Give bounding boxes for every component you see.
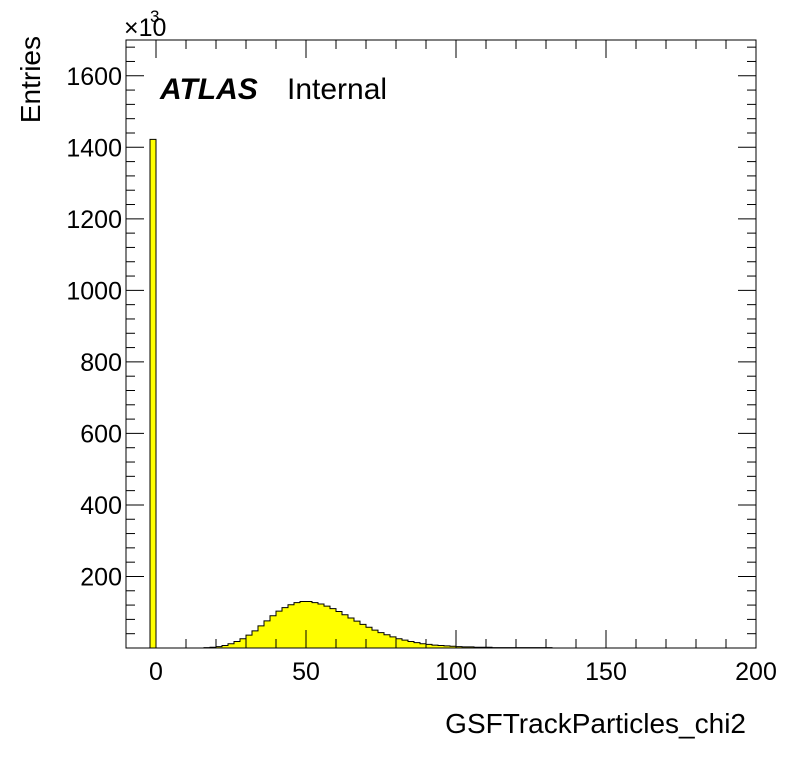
histogram-bars xyxy=(149,138,558,649)
x-tick-labels: 0 50 100 150 200 xyxy=(149,658,777,686)
histogram-bar xyxy=(402,640,408,648)
histogram-bar xyxy=(330,608,336,648)
x-tick-label: 150 xyxy=(585,658,627,686)
y-tick-label: 1000 xyxy=(66,277,122,305)
histogram-bar xyxy=(468,646,474,648)
histogram-bar xyxy=(414,642,420,648)
x-tick-label: 50 xyxy=(292,658,320,686)
internal-label: Internal xyxy=(287,73,387,106)
histogram-bar xyxy=(312,602,318,648)
x-tick-label: 200 xyxy=(735,658,777,686)
y-tick-label: 1400 xyxy=(66,134,122,162)
y-tick-label: 400 xyxy=(80,492,122,520)
histogram-bar xyxy=(222,645,228,648)
histogram-bar xyxy=(234,641,240,648)
histogram-bar xyxy=(444,645,450,648)
histogram-bar xyxy=(318,604,324,648)
histogram-bar xyxy=(264,620,270,648)
x-tick-label: 100 xyxy=(435,658,477,686)
histogram-bar xyxy=(336,611,342,648)
y-tick-label: 800 xyxy=(80,349,122,377)
y-axis-title: Entries xyxy=(15,36,46,123)
histogram-bar xyxy=(300,601,306,648)
histogram-outline xyxy=(149,138,558,649)
histogram-bar xyxy=(420,643,426,648)
y-tick-labels: 200 400 600 800 1000 1200 1400 1600 xyxy=(66,63,122,592)
histogram-bar xyxy=(456,646,462,648)
y-axis-multiplier: ×10 xyxy=(124,14,166,42)
y-tick-label: 1600 xyxy=(66,63,122,91)
histogram-bar xyxy=(270,615,276,648)
histogram-bar xyxy=(282,607,288,648)
histogram-bar xyxy=(462,646,468,648)
histogram-bar xyxy=(438,645,444,648)
histogram-bar xyxy=(294,602,300,648)
histogram-bar xyxy=(240,638,246,648)
histogram-bar xyxy=(342,614,348,648)
x-tick-label: 0 xyxy=(149,658,163,686)
plot-frame xyxy=(125,39,757,649)
histogram-bar xyxy=(360,624,366,648)
histogram-bar xyxy=(390,636,396,648)
histogram-bar xyxy=(246,635,252,648)
histogram-bar xyxy=(216,646,222,648)
histogram-bar xyxy=(348,617,354,648)
histogram-bar xyxy=(276,611,282,648)
histogram-bar xyxy=(366,627,372,648)
histogram-bar xyxy=(288,604,294,648)
histogram-bar xyxy=(378,632,384,648)
histogram-bar xyxy=(450,646,456,648)
y-tick-label: 600 xyxy=(80,420,122,448)
axis-ticks xyxy=(125,40,757,648)
y-tick-label: 1200 xyxy=(66,206,122,234)
histogram-bar xyxy=(228,643,234,648)
y-tick-label: 200 xyxy=(80,563,122,591)
histogram-bar xyxy=(306,601,312,648)
y-axis-multiplier-exponent: 3 xyxy=(150,7,159,26)
histogram-bar xyxy=(426,644,432,648)
histogram-bar xyxy=(408,641,414,648)
x-axis-title: GSFTrackParticles_chi2 xyxy=(445,708,746,739)
histogram-bar xyxy=(432,645,438,648)
histogram-bar xyxy=(258,625,264,648)
histogram-bar xyxy=(384,634,390,648)
histogram-bar xyxy=(372,630,378,648)
histogram-bar xyxy=(396,638,402,648)
histogram-bar xyxy=(354,621,360,648)
histogram-bar xyxy=(324,606,330,648)
histogram-bar xyxy=(150,139,156,648)
histogram-bar xyxy=(252,630,258,648)
atlas-label: ATLAS xyxy=(159,73,258,106)
